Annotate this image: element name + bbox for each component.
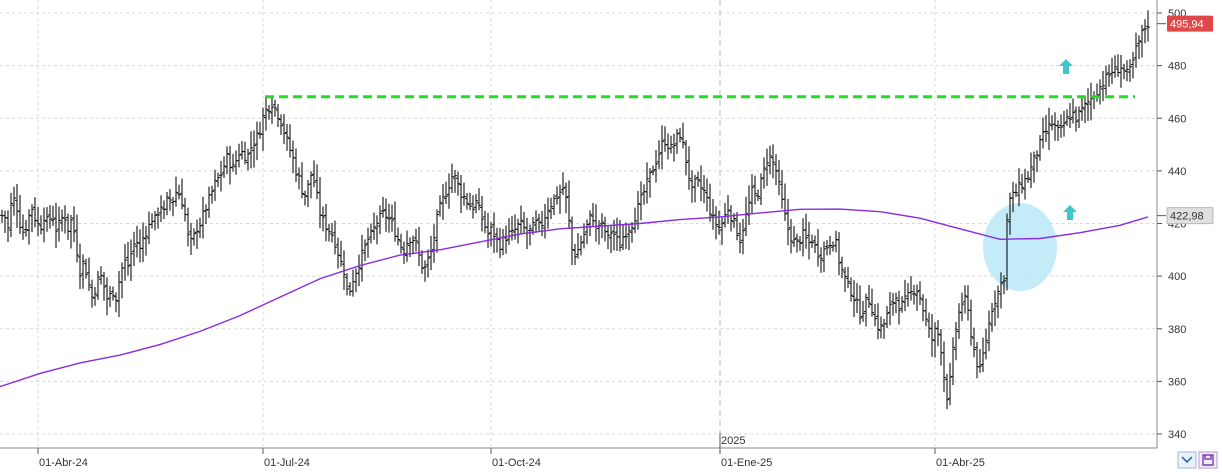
y-tick-label: 460 (1168, 113, 1186, 125)
annotation-overlays (265, 59, 1135, 220)
y-tick-label: 360 (1168, 376, 1186, 388)
last-price-value: 495,94 (1170, 19, 1204, 31)
moving-average-tag: 422,98 (1166, 207, 1214, 225)
moving-average-value: 422,98 (1170, 211, 1204, 223)
arrow-up-icon (1059, 59, 1073, 74)
grid (0, 0, 1157, 448)
x-tick-label: 01-Jul-24 (264, 457, 310, 469)
moving-average-line (0, 208, 1149, 388)
annotations (983, 203, 1057, 291)
x-tick-label: 01-Ene-25 (721, 457, 772, 469)
save-button[interactable] (1198, 451, 1218, 469)
x-tick-label: 01-Oct-24 (492, 457, 541, 469)
highlight-ellipse (983, 203, 1057, 291)
scroll-arrow-button[interactable] (1177, 451, 1197, 469)
y-tick-label: 440 (1168, 166, 1186, 178)
arrow-up-shape (1059, 59, 1073, 74)
arrow-up-icon (1063, 205, 1077, 220)
last-price-tag: 495,94 (1167, 15, 1213, 32)
y-tick-label: 340 (1168, 429, 1186, 441)
y-tick-label: 380 (1168, 324, 1186, 336)
chevron-down-icon (1181, 456, 1193, 464)
y-tick-label: 400 (1168, 271, 1186, 283)
x-tick-label: 01-Abr-24 (39, 457, 88, 469)
price-bars (0, 10, 1150, 410)
save-icon (1202, 454, 1214, 466)
y-tick-label: 480 (1168, 61, 1186, 73)
moving-average (0, 208, 1149, 388)
x-tick-label: 01-Abr-25 (936, 457, 985, 469)
arrow-up-shape (1063, 205, 1077, 220)
year-marker-label: 2025 (721, 435, 745, 447)
